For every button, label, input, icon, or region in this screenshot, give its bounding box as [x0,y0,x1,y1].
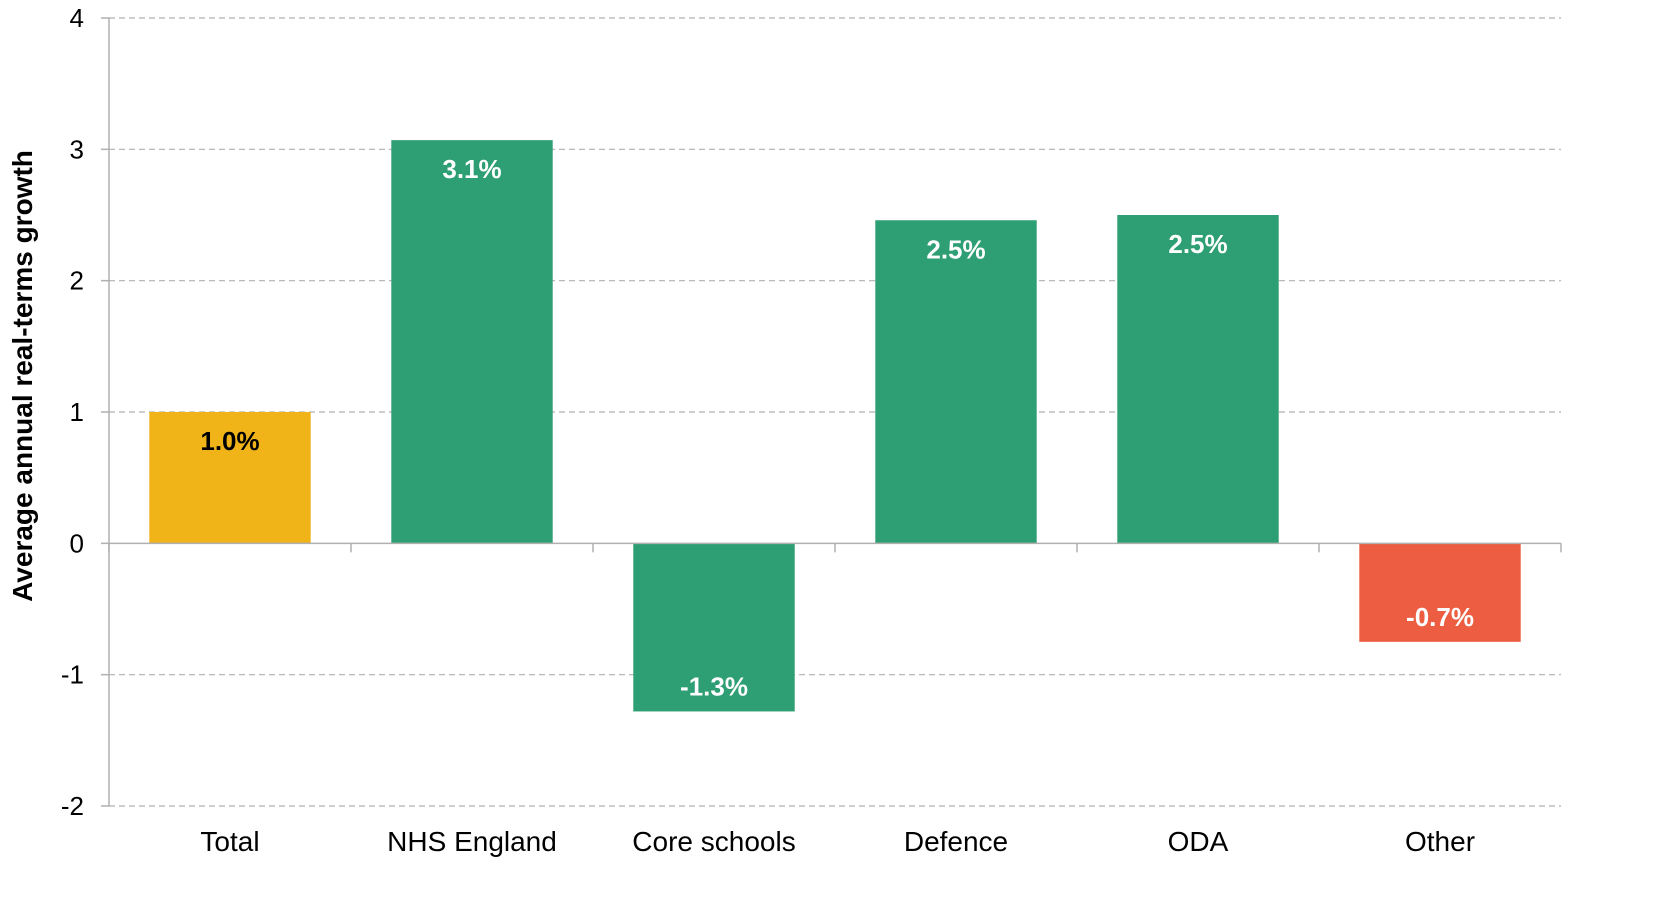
bar [391,140,553,544]
axes [101,17,1562,807]
x-category-label: Other [1405,826,1475,857]
labels: -2 -1 0 1 2 3 4 1.0% Total 3.1% NHS England -1.3% Co… [61,3,1475,857]
bar [149,412,311,544]
bar [633,543,795,712]
y-tick-label: -2 [61,791,84,821]
data-label: 1.0% [200,426,259,456]
bars [149,140,1521,712]
data-label: 2.5% [1168,229,1227,259]
bar [1359,543,1521,642]
gridlines [109,17,1561,807]
data-label: -0.7% [1406,602,1474,632]
x-category-label: Defence [904,826,1008,857]
x-category-label: NHS England [387,826,557,857]
y-axis-title: Average annual real-terms growth [7,150,38,602]
x-category-label: ODA [1168,826,1229,857]
y-tick-label: 3 [70,134,84,164]
y-tick-label: 0 [70,528,84,558]
x-category-label: Total [200,826,259,857]
data-label: 2.5% [926,234,985,264]
data-label: -1.3% [680,671,748,701]
bar [875,220,1037,544]
bar [1117,215,1279,544]
x-category-label: Core schools [632,826,795,857]
data-label: 3.1% [442,154,501,184]
y-tick-label: -1 [61,660,84,690]
y-tick-label: 2 [70,266,84,296]
y-tick-label: 1 [70,397,84,427]
y-tick-label: 4 [70,3,84,33]
